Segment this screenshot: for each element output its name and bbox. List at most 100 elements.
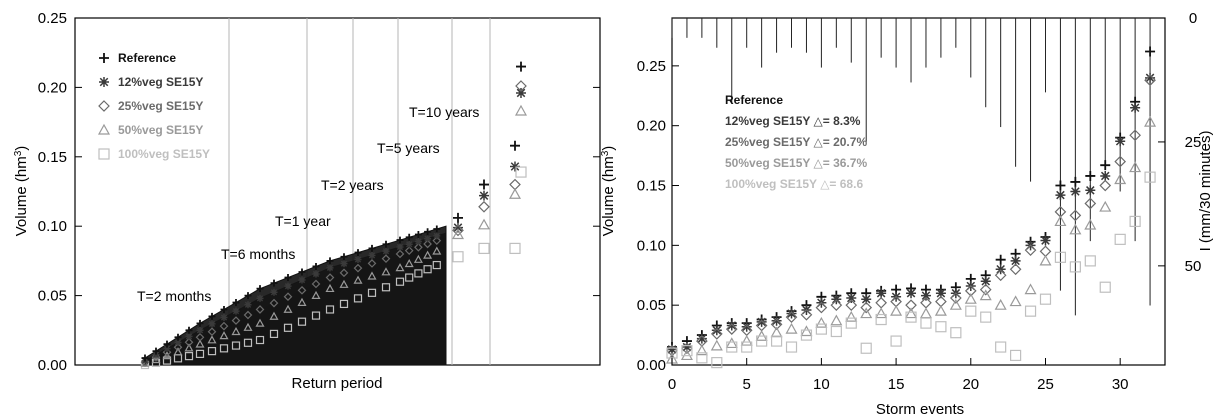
right-data-point (1069, 261, 1081, 273)
right-data-point (710, 328, 723, 340)
left-curve-point (381, 283, 391, 292)
left-curve-point (243, 310, 253, 320)
right-data-point (711, 357, 723, 369)
left-curve-point (220, 314, 228, 322)
right-data-point (1039, 293, 1052, 305)
left-curve-point (396, 243, 404, 251)
right-data-point (681, 342, 692, 353)
right-y-axis-label-sup: 3 (600, 150, 611, 156)
left-upper-point (509, 242, 521, 255)
right-data-point (815, 323, 827, 335)
right-data-point (934, 304, 947, 316)
right-data-point (949, 298, 962, 310)
left-curve-point (244, 292, 252, 300)
left-curve-point (340, 260, 348, 268)
left-curve-point (195, 339, 205, 348)
right-data-point (830, 299, 843, 312)
left-curve-point (195, 349, 205, 358)
right-y2-tick-label: 25 (1185, 134, 1202, 151)
left-legend-marker (98, 100, 110, 112)
left-upper-point (478, 242, 490, 255)
right-data-point (741, 321, 752, 332)
right-legend-label: 50%veg SE15Y △= 36.7% (725, 156, 867, 170)
right-legend-label: 12%veg SE15Y △= 8.3% (725, 114, 861, 128)
right-data-point (860, 301, 873, 314)
right-data-point (1115, 136, 1126, 147)
left-curve-point (414, 269, 423, 278)
right-y2-axis-label: I (mm/30 minutes) (1197, 131, 1214, 252)
right-data-point (979, 283, 992, 296)
right-data-point (890, 335, 902, 347)
left-curve-point (297, 297, 307, 306)
left-curve-point (243, 322, 253, 331)
left-curve-point (354, 249, 362, 257)
left-legend-marker (97, 123, 111, 135)
left-curve-point (208, 312, 216, 320)
left-curve-point (270, 288, 278, 296)
right-data-point (785, 322, 798, 334)
left-curve-point (231, 316, 241, 325)
right-y-tick-label: 0.00 (637, 357, 666, 374)
left-curve-point (219, 344, 229, 353)
right-data-point (906, 288, 917, 299)
right-data-point (1129, 161, 1142, 173)
left-curve-point (141, 354, 149, 362)
left-curve-point (270, 279, 278, 287)
right-data-point (1024, 244, 1037, 256)
left-upper-point (453, 222, 463, 233)
left-upper-point (479, 179, 489, 190)
left-curve-point (207, 327, 217, 337)
left-upper-point (479, 190, 489, 201)
left-curve-point (433, 232, 441, 240)
left-curve-point (184, 337, 194, 347)
left-curve-point (423, 239, 432, 249)
left-upper-point (453, 212, 463, 223)
right-data-point (726, 320, 737, 331)
left-curve-point (340, 253, 348, 261)
right-data-point (1024, 305, 1037, 317)
left-curve-point (339, 299, 349, 309)
right-data-point (1010, 349, 1022, 362)
left-legend-marker (98, 148, 110, 160)
left-upper-point (515, 80, 527, 92)
left-curve-point (311, 290, 321, 299)
left-curve-point (207, 335, 217, 344)
left-curve-point (269, 329, 279, 339)
left-curve-point (368, 244, 376, 252)
left-curve-point (163, 340, 171, 348)
right-plot-area (671, 17, 1166, 366)
left-curve-point (414, 237, 422, 245)
left-curve-point (298, 276, 306, 284)
left-curve-point (244, 301, 252, 309)
right-data-point (725, 337, 738, 349)
left-upper-point (516, 61, 526, 72)
left-y-axis-label: Volume (hm3) (13, 146, 31, 237)
left-curve-point (152, 351, 160, 359)
left-curve-point (414, 231, 422, 239)
left-curve-point (396, 236, 404, 244)
right-data-point (845, 299, 858, 312)
left-curve-point (162, 351, 172, 360)
left-curve-point (174, 339, 182, 347)
left-curve-point (367, 288, 377, 297)
left-curve-point (208, 320, 216, 328)
left-curve-point (173, 347, 183, 356)
left-curve-point (325, 273, 335, 282)
left-y-axis-label-text: Volume (hm (13, 156, 30, 236)
left-curve-point (184, 352, 194, 361)
right-data-point (995, 341, 1007, 353)
left-curve-point (298, 268, 306, 276)
left-curve-point (433, 225, 441, 233)
left-curve-point (432, 246, 442, 255)
left-curve-point (381, 267, 391, 276)
right-x-tick-label: 20 (962, 376, 979, 393)
left-curve-point (414, 242, 423, 252)
left-y-tick-label: 0.20 (38, 79, 67, 96)
right-data-point (860, 307, 873, 319)
left-curve-point (424, 228, 432, 236)
left-curve-point (297, 285, 307, 295)
right-data-point (771, 315, 782, 326)
left-return-period-annotation: T=2 years (321, 177, 384, 193)
right-y2-tick-label: 50 (1185, 258, 1202, 275)
left-curve-point (413, 254, 423, 263)
